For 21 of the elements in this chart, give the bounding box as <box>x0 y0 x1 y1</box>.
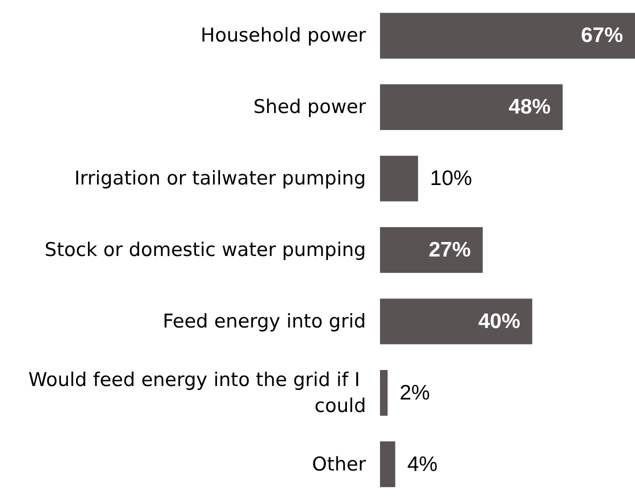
data-label: 2% <box>400 381 430 404</box>
data-label: 48% <box>508 96 552 119</box>
data-label: 10% <box>430 167 472 190</box>
data-label: 40% <box>478 310 521 333</box>
bar <box>380 441 396 488</box>
y-tick-label: Other <box>312 453 366 476</box>
bar <box>380 12 635 59</box>
y-tick-label: Stock or domestic water pumping <box>44 239 366 261</box>
bar <box>380 227 483 273</box>
bar <box>380 156 418 202</box>
data-label: 27% <box>428 238 472 262</box>
y-tick-label: Feed energy into grid <box>162 310 366 332</box>
data-label: 4% <box>407 452 438 476</box>
y-tick-label: Irrigation or tailwater pumping <box>74 168 366 190</box>
y-tick-label: Shed power <box>253 96 366 118</box>
bar <box>380 370 388 416</box>
y-tick-label: Would feed energy into the grid if I could <box>28 368 366 417</box>
bar <box>380 84 563 130</box>
data-label: 67% <box>580 24 624 48</box>
bar <box>380 298 532 344</box>
y-tick-label: Household power <box>200 24 366 47</box>
